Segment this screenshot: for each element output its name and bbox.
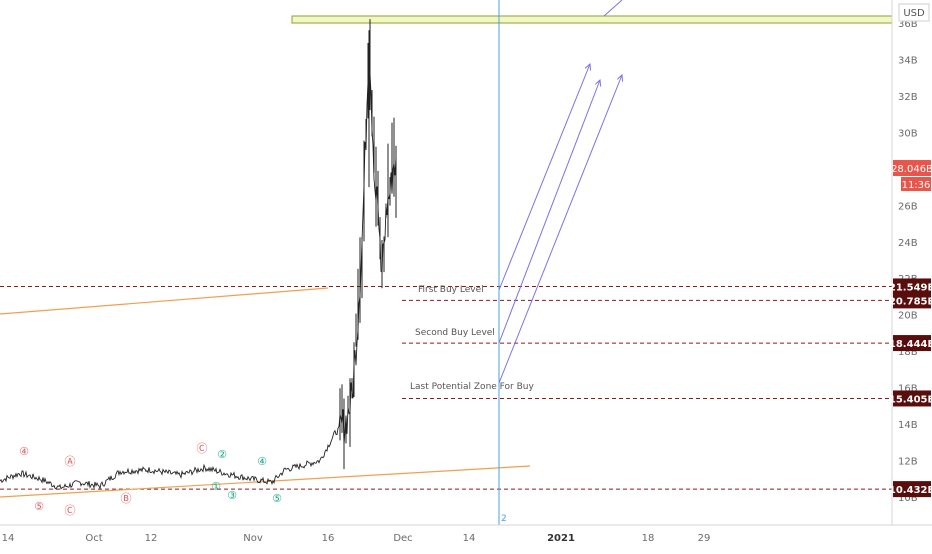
wave-labels-layer: ④ Ⓐ ⑤ Ⓒ Ⓑ Ⓒ ② ④ ①③ ⑤ <box>19 442 282 517</box>
wave-label: ④ <box>257 455 267 468</box>
level-annotations-layer: First Buy Level Second Buy Level Last Pote… <box>410 285 534 392</box>
price-level-badge-label: 18.444B <box>889 339 932 350</box>
price-level-badge-label: 10.432B <box>889 485 932 496</box>
price-tick-label: 34B <box>898 55 918 66</box>
time-axis-ticks[interactable]: 14 Oct 12 Nov 16 Dec 14 2021 18 29 <box>2 533 711 544</box>
price-tick-label: 36B <box>898 19 918 30</box>
wave-label: ③ <box>227 489 237 502</box>
countdown-badge <box>901 177 931 192</box>
vertical-marker-layer: 2 <box>498 0 507 525</box>
price-level-badge <box>893 481 931 498</box>
price-level-badge <box>893 278 931 295</box>
wave-label: ② <box>217 448 227 461</box>
price-tick-label: 14B <box>898 420 918 431</box>
price-tick-label: 18B <box>898 347 918 358</box>
currency-box[interactable] <box>898 3 930 22</box>
price-level-badge-label: 15.405B <box>889 394 932 405</box>
current-price-label: 28.046B <box>891 164 932 175</box>
level-lines-layer <box>0 285 892 490</box>
wave-label: Ⓒ <box>197 442 208 455</box>
projection-line-top <box>603 0 623 17</box>
projection-arrow <box>498 80 600 344</box>
lower-trendline <box>0 465 531 498</box>
time-tick-label: 18 <box>642 533 655 544</box>
price-level-badge <box>893 390 931 407</box>
price-tick-label: 10B <box>898 493 918 504</box>
time-tick-label: Dec <box>393 533 412 544</box>
price-level-badge-label: 21.549B <box>889 282 932 293</box>
vertical-marker-label: 2 <box>501 514 507 524</box>
wave-label: Ⓐ <box>65 455 76 468</box>
time-tick-label: 14 <box>463 533 476 544</box>
wave-label: ⑤ <box>34 500 44 513</box>
upper-trendline <box>0 287 329 315</box>
price-tick-label: 32B <box>898 92 918 103</box>
level-annotation-label: First Buy Level <box>418 285 484 295</box>
price-level-badge <box>893 292 931 309</box>
wave-label: ① <box>211 480 221 493</box>
resistance-zone <box>291 15 893 24</box>
price-tick-label: 24B <box>898 238 918 249</box>
price-series-line <box>0 46 397 491</box>
level-annotation-label: Second Buy Level <box>415 328 495 338</box>
time-tick-label: 16 <box>322 533 335 544</box>
wave-label: Ⓒ <box>65 504 76 517</box>
time-tick-label: 2021 <box>547 533 575 544</box>
price-tick-label: 16B <box>898 384 918 395</box>
price-level-badge-label: 20.785B <box>889 296 932 307</box>
projection-arrow <box>498 64 590 291</box>
time-tick-label: 12 <box>145 533 158 544</box>
wave-label: Ⓑ <box>121 492 132 505</box>
time-tick-label: Nov <box>243 533 263 544</box>
current-price-badge <box>893 160 931 177</box>
projection-arrow <box>498 75 622 384</box>
trendlines-layer <box>0 287 531 498</box>
wave-label: ⑤ <box>272 492 282 505</box>
price-level-badge <box>893 335 931 352</box>
time-tick-label: 29 <box>698 533 711 544</box>
price-tick-label: 26B <box>898 201 918 212</box>
price-tick-label: 20B <box>898 311 918 322</box>
price-tick-label: 12B <box>898 457 918 468</box>
currency-label: USD <box>903 8 925 19</box>
time-tick-label: 14 <box>2 533 15 544</box>
wave-label: ④ <box>19 445 29 458</box>
projection-arrows-layer <box>498 64 622 384</box>
price-badges-layer: 21.549B 20.785B 18.444B 15.405B 10.432B 28.04… <box>889 160 932 498</box>
level-annotation-label: Last Potential Zone For Buy <box>410 382 534 392</box>
candles-layer <box>0 19 397 491</box>
time-tick-label: Oct <box>85 533 102 544</box>
price-tick-label: 30B <box>898 128 918 139</box>
countdown-label: 11:36 <box>902 180 931 191</box>
